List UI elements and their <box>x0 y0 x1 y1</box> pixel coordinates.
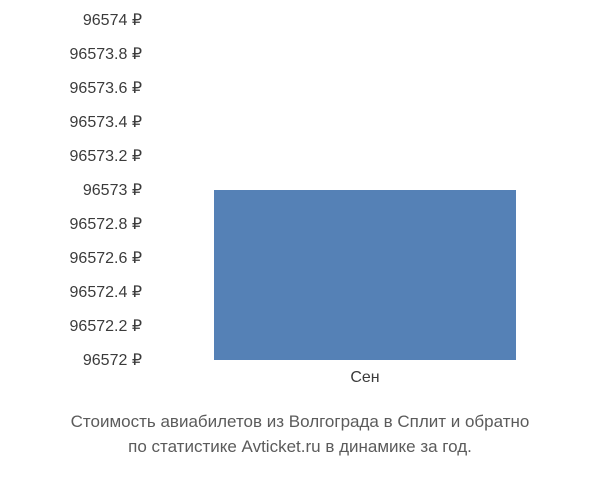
y-tick-label: 96573.8 ₽ <box>70 44 142 64</box>
x-tick-label: Сен <box>350 369 379 387</box>
caption-line-1: Стоимость авиабилетов из Волгограда в Сп… <box>71 412 530 431</box>
y-tick-label: 96572.8 ₽ <box>70 214 142 234</box>
y-axis: 96574 ₽96573.8 ₽96573.6 ₽96573.4 ₽96573.… <box>0 20 150 380</box>
y-tick-label: 96572.2 ₽ <box>70 316 142 336</box>
y-tick-label: 96573.6 ₽ <box>70 78 142 98</box>
y-tick-label: 96573.4 ₽ <box>70 112 142 132</box>
y-tick-label: 96573.2 ₽ <box>70 146 142 166</box>
price-chart: 96574 ₽96573.8 ₽96573.6 ₽96573.4 ₽96573.… <box>0 20 600 380</box>
y-tick-label: 96573 ₽ <box>83 180 142 200</box>
caption-line-2: по статистике Avticket.ru в динамике за … <box>128 437 472 456</box>
bar <box>214 190 516 360</box>
x-axis: Сен <box>155 365 575 395</box>
y-tick-label: 96572.6 ₽ <box>70 248 142 268</box>
plot-area <box>155 20 575 360</box>
y-tick-label: 96574 ₽ <box>83 10 142 30</box>
chart-caption: Стоимость авиабилетов из Волгограда в Сп… <box>0 410 600 459</box>
y-tick-label: 96572.4 ₽ <box>70 282 142 302</box>
y-tick-label: 96572 ₽ <box>83 350 142 370</box>
